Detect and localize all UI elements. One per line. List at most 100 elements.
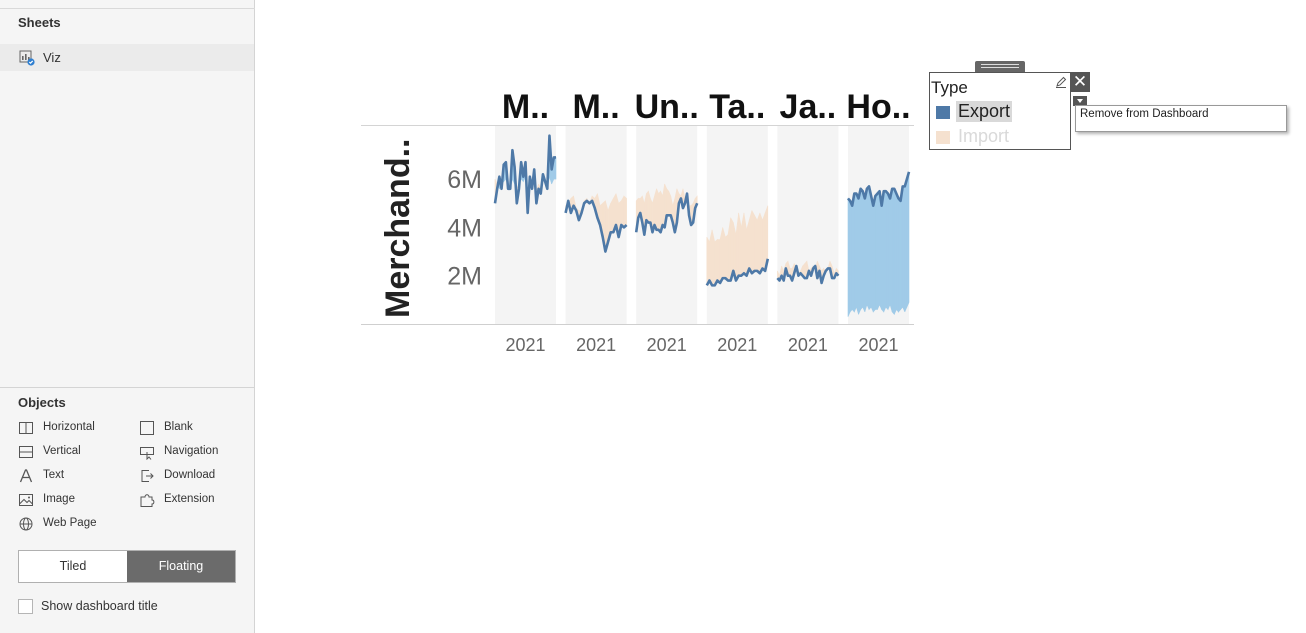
balance-area-segment [889,188,893,313]
chart-panel: Ho.. 2021 [846,88,910,355]
object-label: Vertical [43,445,81,457]
chart-panel: M.. 2021 [493,88,557,355]
balance-area-segment [881,191,885,313]
navigation-icon [140,447,154,460]
worksheet-icon [19,50,35,66]
balance-area-segment [756,212,761,274]
x-tick-label: 2021 [788,335,828,355]
dashboard-side-panel: Sheets Viz Objects Horizontal Blank Vert… [0,0,255,633]
edit-title-icon[interactable] [1055,76,1067,88]
balance-area-segment [623,195,627,229]
x-tick-label: 2021 [858,335,898,355]
panel-background [777,126,839,324]
balance-area-segment [864,188,868,313]
sheet-item-label: Viz [43,50,61,65]
balance-area-segment [706,236,710,286]
balance-area-segment [849,200,853,313]
panel-title: Un.. [635,88,699,126]
panel-title: Ta.. [709,88,765,126]
legend-swatch [936,106,950,119]
tiled-button[interactable]: Tiled [19,551,127,582]
sheets-section-title: Sheets [18,15,61,30]
legend-swatch [936,131,950,144]
balance-area-segment [893,188,897,315]
balance-area-segment [654,188,657,230]
legend-item-label: Import [958,126,1010,146]
object-label: Extension [164,493,215,505]
balance-area-segment [872,195,876,313]
export-series-line [847,171,911,207]
export-series-line [493,134,556,215]
y-tick-label: 6M [447,166,482,194]
object-label: Text [43,469,65,481]
balance-area-segment [866,185,870,310]
balance-area-segment [847,197,851,317]
x-tick-label: 2021 [717,335,757,355]
object-label: Blank [164,421,193,433]
panel-title: M.. [502,88,549,126]
blank-icon [140,421,154,435]
remove-from-dashboard-menu-item[interactable]: Remove from Dashboard [1080,108,1209,120]
y-axis-title: Merchand.. [379,139,417,318]
divider [0,8,255,9]
balance-area-segment [879,191,882,310]
balance-area-segment [877,190,880,310]
sheet-item-viz[interactable]: Viz [0,44,254,71]
balance-area-segment [875,192,878,310]
extension-icon [140,494,155,507]
context-menu: Remove from Dashboard [1075,105,1287,132]
balance-area-segment [906,171,910,308]
balance-area-segment [870,195,874,313]
balance-area-segment [751,210,755,274]
objects-section-title: Objects [18,395,66,410]
panel-title: Ja.. [780,88,837,126]
panel-background [495,126,556,324]
chart-panel: Ja.. 2021 [776,88,840,355]
balance-area-segment [891,188,895,316]
balance-area-segment [725,233,729,282]
export-series-line [564,199,628,253]
balance-area-segment [860,187,864,311]
type-legend[interactable]: Type Export Import [929,72,1071,150]
balance-area-segment [862,191,866,313]
object-label: Download [164,469,216,481]
balance-area-segment [759,212,763,274]
y-tick-label: 2M [447,263,482,291]
balance-area-segment [717,239,721,284]
close-icon[interactable]: ✕ [1070,72,1090,92]
balance-area-segment [646,190,649,224]
balance-area-segment [868,186,872,311]
balance-area-segment [902,186,906,313]
floating-button[interactable]: Floating [127,551,235,582]
balance-area-segment [714,238,718,286]
chart-panel: Un.. 2021 [635,88,699,355]
divider [0,387,255,388]
image-icon [19,494,33,506]
vertical-container-icon [19,446,33,458]
panel-title: M.. [572,88,619,126]
download-icon [141,470,154,482]
balance-area-segment [887,193,891,310]
balance-area-segment [900,186,903,311]
balance-area-segment [885,190,889,311]
export-series-line [705,258,770,287]
export-series-line [634,192,699,236]
balance-area-segment [668,191,672,216]
dropdown-arrow-icon[interactable] [1073,96,1087,106]
balance-area-segment [748,210,753,274]
balance-area-segment [854,193,857,313]
horizontal-container-icon [19,422,33,434]
balance-area-segment [851,193,855,313]
balance-area-segment [656,188,659,231]
show-dashboard-title-label: Show dashboard title [41,599,158,613]
y-axis: 2M 4M 6M [447,166,482,291]
object-label: Horizontal [43,421,95,433]
legend-item-label: Export [956,101,1013,122]
balance-area-segment [883,190,887,313]
legend-drag-handle[interactable] [975,61,1025,72]
layout-mode-toggle: Tiled Floating [18,550,236,583]
show-dashboard-title-checkbox[interactable] [18,599,33,614]
y-tick-label: 4M [447,214,482,242]
balance-area-segment [898,197,901,313]
